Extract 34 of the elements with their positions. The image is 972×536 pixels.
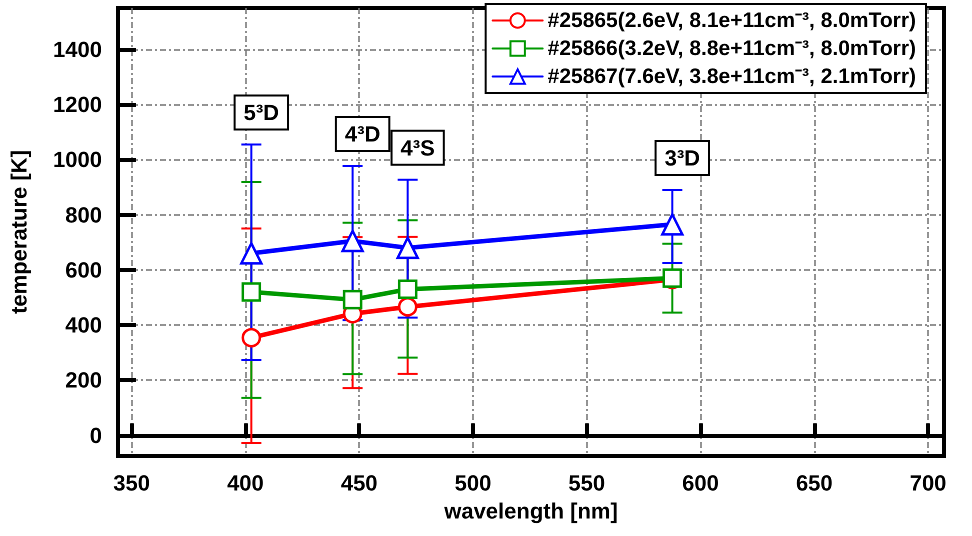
x-tick-label: 500 [454,470,492,496]
annotation: 4³D [344,121,380,146]
y-tick-label: 1400 [53,36,102,62]
y-axis-title: temperature [K] [6,150,32,314]
y-tick-label: 800 [65,202,102,228]
x-tick-label: 650 [796,470,833,496]
x-tick-label: 550 [568,470,606,496]
legend-label: #25867(7.6eV, 3.8e+11cm⁻³, 2.1mTorr) [548,65,916,88]
point [398,279,418,299]
point [661,213,684,236]
point [342,290,362,310]
point [398,297,418,317]
point [242,328,262,348]
annotation: 4³S [400,135,435,160]
point [240,242,263,265]
point [242,282,262,302]
annotation: 3³D [664,145,700,170]
x-tick-label: 700 [910,470,946,496]
x-axis-title: wavelength [nm] [443,498,618,524]
point [341,230,364,252]
legend-label: #25865(2.6eV, 8.1e+11cm⁻³, 8.0mTorr) [548,9,916,32]
y-tick-label: 0 [90,422,102,448]
x-tick-label: 600 [682,470,719,496]
point [396,236,419,260]
y-tick-label: 200 [65,368,102,393]
y-tick-label: 1000 [53,147,102,172]
x-tick-label: 450 [340,470,378,496]
x-tick-label: 350 [113,470,150,496]
annotation: 5³D [244,100,280,125]
y-tick-label: 1200 [53,92,102,117]
y-tick-label: 600 [65,257,102,282]
legend-label: #25866(3.2eV, 8.8e+11cm⁻³, 8.0mTorr) [548,37,916,60]
y-tick-label: 400 [65,312,102,338]
x-tick-label: 400 [227,470,264,496]
